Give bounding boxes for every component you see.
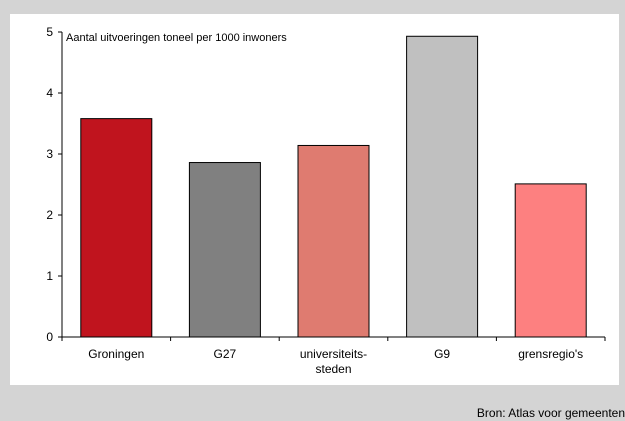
bar [514, 183, 587, 338]
y-tick-label: 5 [46, 25, 53, 39]
chart-title: Aantal uitvoeringen toneel per 1000 inwo… [66, 32, 287, 44]
bar [188, 162, 261, 338]
y-tick-label: 1 [46, 269, 53, 283]
category-label: Groningen [88, 347, 144, 361]
category-label: grensregio's [518, 347, 583, 361]
bar [406, 35, 479, 338]
plot-area: 0 1 2 3 4 5 Groningen G27 universiteits-steden G9… [10, 14, 619, 385]
y-tick-label: 2 [46, 208, 53, 222]
category-label: G9 [434, 347, 450, 361]
y-tick-label: 4 [46, 86, 53, 100]
bar-chart: 0 1 2 3 4 5 Groningen G27 universiteits-steden G9… [46, 25, 606, 376]
source-note: Bron: Atlas voor gemeenten [476, 406, 625, 420]
y-tick-label: 3 [46, 147, 53, 161]
y-tick-label: 0 [46, 330, 53, 344]
category-label: G27 [214, 347, 237, 361]
bar [297, 144, 370, 338]
category-label: universiteits-steden [300, 347, 367, 376]
bar [80, 118, 153, 338]
